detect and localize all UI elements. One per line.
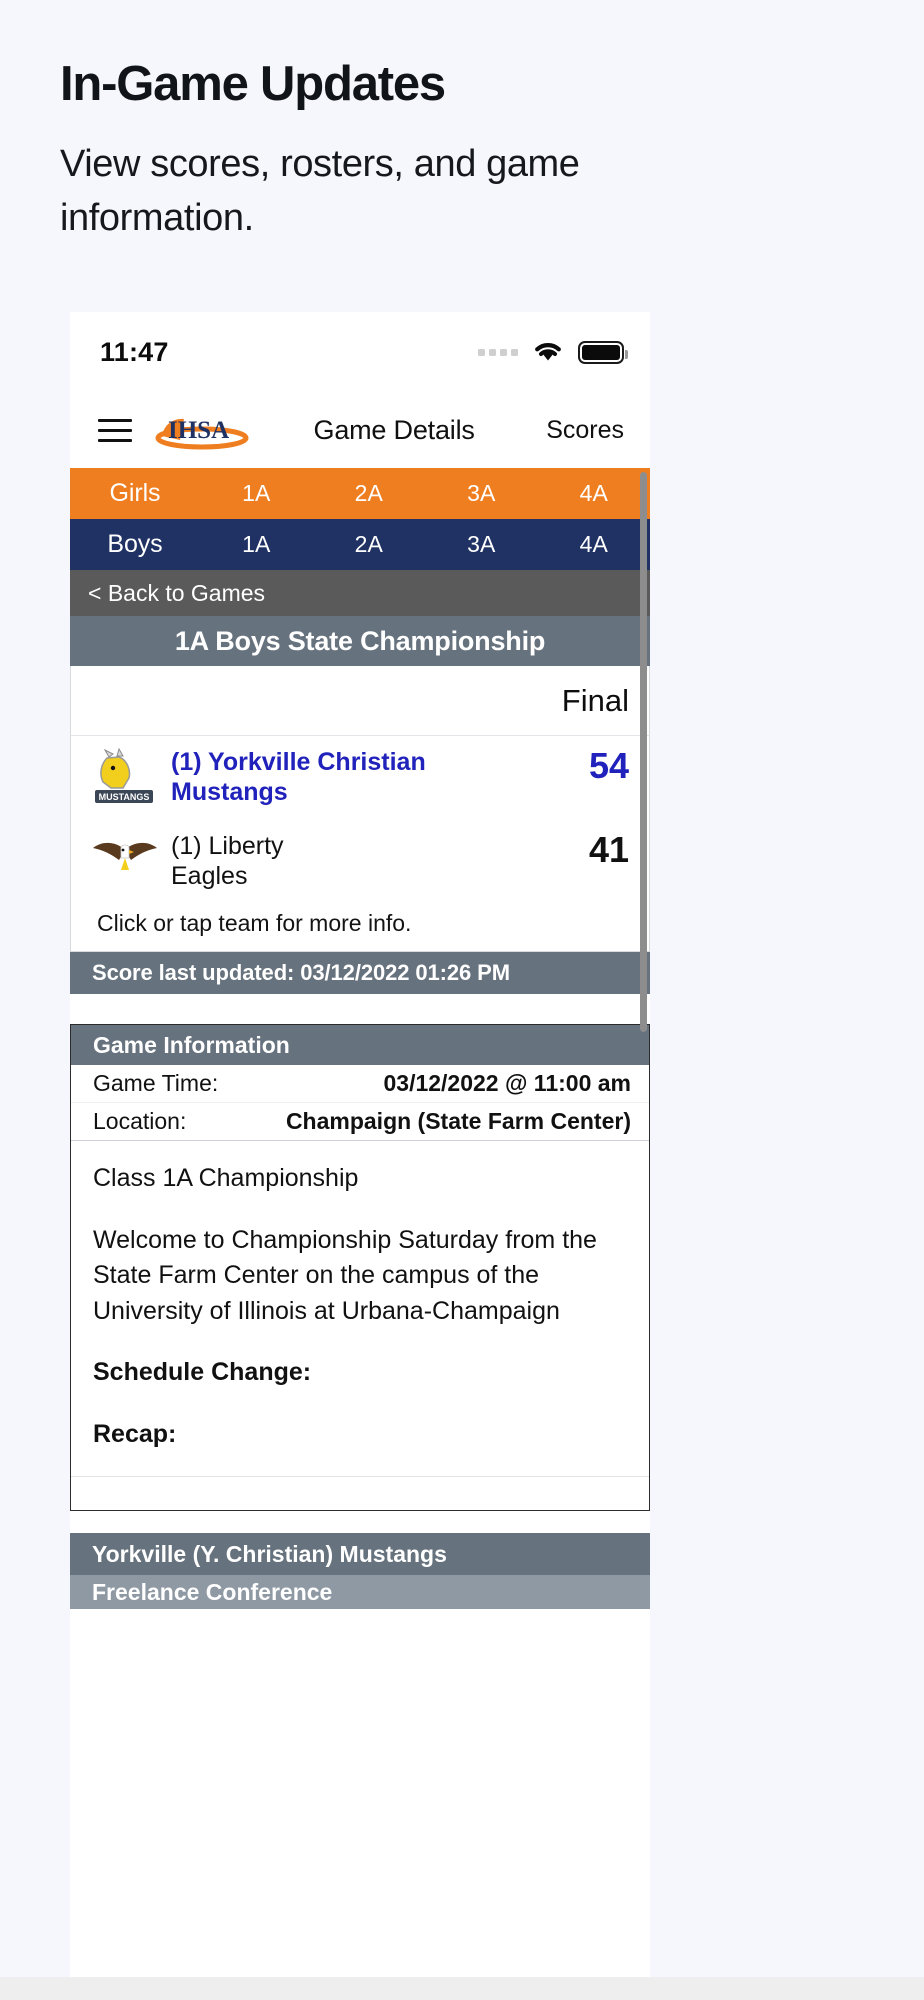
team-name[interactable]: (1) Yorkville Christian Mustangs [161, 748, 571, 807]
info-label: Game Time: [93, 1070, 219, 1096]
bottom-team-conference: Freelance Conference [70, 1575, 650, 1609]
tap-hint: Click or tap team for more info. [97, 910, 412, 936]
scores-link[interactable]: Scores [546, 415, 624, 444]
info-value: 03/12/2022 @ 11:00 am [383, 1070, 631, 1096]
table-row[interactable]: MUSTANGS (1) Yorkville Christian Mustang… [71, 736, 649, 820]
hamburger-menu-icon[interactable] [98, 418, 132, 442]
score-last-updated: Score last updated: 03/12/2022 01:26 PM [70, 952, 650, 994]
phone-mockup: 11:47 IHSA Game Details Scores [70, 312, 650, 1977]
game-information-panel: Game Information Game Time: 03/12/2022 @… [70, 1024, 650, 1511]
boys-class-1a[interactable]: 1A [242, 531, 271, 557]
girls-label: Girls [109, 479, 161, 507]
scorecard: Final MUSTANGS (1) Yorkville Christian M… [70, 666, 650, 952]
page-title-navbar: Game Details [313, 414, 475, 445]
girls-class-tabs[interactable]: Girls 1A 2A 3A 4A [70, 468, 650, 519]
app-navbar: IHSA Game Details Scores [70, 392, 650, 468]
team-name[interactable]: (1) Liberty Eagles [161, 832, 571, 891]
page-header: In-Game Updates View scores, rosters, an… [0, 0, 924, 246]
svg-text:IHSA: IHSA [168, 417, 229, 444]
table-row[interactable]: (1) Liberty Eagles 41 [71, 820, 649, 904]
event-title: 1A Boys State Championship [70, 616, 650, 666]
info-heading-recap: Recap: [93, 1419, 177, 1448]
team-seed-name: (1) Liberty [171, 832, 284, 860]
info-heading-schedule-change: Schedule Change: [93, 1358, 312, 1386]
boys-class-2a[interactable]: 2A [354, 531, 383, 557]
girls-class-2a[interactable]: 2A [354, 480, 383, 506]
team-seed-name: (1) Yorkville Christian [171, 748, 426, 776]
eagles-bird-logo-icon [89, 832, 161, 892]
status-bar: 11:47 [70, 312, 650, 392]
boys-label: Boys [107, 530, 163, 558]
vertical-scrollbar[interactable] [640, 472, 647, 1032]
ihsa-logo-icon[interactable]: IHSA [154, 410, 250, 450]
girls-class-3a[interactable]: 3A [467, 480, 496, 506]
boys-class-tabs[interactable]: Boys 1A 2A 3A 4A [70, 519, 650, 570]
page-title: In-Game Updates [60, 57, 446, 111]
panel-heading: Game Information [71, 1025, 649, 1065]
panel-footer [71, 1476, 649, 1510]
bottom-team-header[interactable]: Yorkville (Y. Christian) Mustangs [70, 1533, 650, 1575]
back-to-games-link[interactable]: < Back to Games [70, 570, 650, 616]
boys-class-4a[interactable]: 4A [579, 531, 608, 557]
battery-full-icon [578, 340, 628, 364]
info-value: Champaign (State Farm Center) [285, 1108, 631, 1134]
team-mascot: Mustangs [171, 777, 288, 806]
page-bottom-strip [0, 1977, 924, 2000]
game-status: Final [561, 682, 629, 718]
info-row-game-time: Game Time: 03/12/2022 @ 11:00 am [71, 1065, 649, 1102]
info-row-location: Location: Champaign (State Farm Center) [71, 1102, 649, 1140]
info-label: Location: [93, 1108, 187, 1134]
page-subtitle: View scores, rosters, and game informati… [60, 142, 580, 239]
team-score: 41 [588, 829, 629, 870]
info-paragraph-class: Class 1A Championship [93, 1164, 359, 1192]
team-score: 54 [588, 745, 629, 786]
boys-class-3a[interactable]: 3A [467, 531, 496, 557]
girls-class-4a[interactable]: 4A [579, 480, 608, 506]
info-paragraph-welcome: Welcome to Championship Saturday from th… [93, 1225, 597, 1325]
game-information-body: Class 1A Championship Welcome to Champio… [71, 1140, 649, 1476]
mustangs-horse-logo-icon: MUSTANGS [89, 747, 161, 808]
wifi-icon [532, 338, 564, 367]
svg-text:MUSTANGS: MUSTANGS [99, 792, 150, 802]
game-status-row: Final [71, 666, 649, 736]
status-indicators [478, 338, 628, 367]
girls-class-1a[interactable]: 1A [242, 480, 271, 506]
status-time: 11:47 [100, 336, 169, 367]
signal-dots-icon [478, 348, 518, 356]
team-mascot: Eagles [171, 861, 248, 890]
